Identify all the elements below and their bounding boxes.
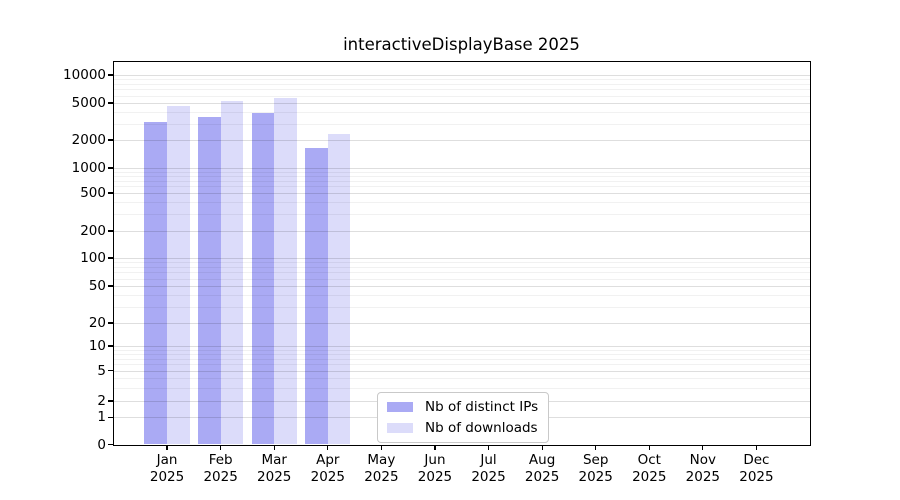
y-tick-label: 500 — [80, 185, 106, 201]
y-tick-label: 2 — [97, 393, 106, 409]
y-tick-mark — [107, 322, 113, 324]
y-tick-mark — [107, 230, 113, 232]
x-tick-mark — [434, 445, 436, 450]
y-tick-mark — [107, 369, 113, 372]
x-tick-mark — [273, 445, 275, 450]
x-tick-mark — [595, 445, 597, 450]
y-tick-mark — [107, 192, 113, 194]
bar-ips-apr — [305, 148, 328, 445]
y-tick-mark — [107, 400, 113, 402]
y-tick-label: 1000 — [71, 160, 106, 176]
gridline-minor — [113, 89, 810, 91]
chart-title: interactiveDisplayBase 2025 — [343, 35, 580, 54]
x-tick-label: Nov 2025 — [685, 452, 721, 485]
y-tick-label: 0 — [97, 436, 106, 453]
y-tick-label: 10000 — [63, 67, 106, 83]
gridline-minor — [113, 95, 810, 97]
x-tick-label: May 2025 — [364, 452, 399, 485]
y-tick-label: 5 — [97, 362, 106, 379]
bar-ips-mar — [251, 113, 275, 445]
gridline-major — [113, 103, 810, 104]
bar-downloads-jan — [167, 105, 190, 445]
y-tick-mark — [107, 285, 113, 287]
y-tick-mark — [107, 416, 113, 418]
x-tick-mark — [702, 445, 704, 450]
x-tick-label: Feb 2025 — [203, 452, 238, 485]
gridline-minor — [113, 84, 810, 85]
x-tick-mark — [220, 445, 222, 450]
x-tick-label: Jan 2025 — [149, 452, 185, 485]
x-tick-label: Aug 2025 — [524, 452, 560, 485]
gridline-major — [113, 75, 810, 76]
bar-downloads-apr — [327, 134, 351, 445]
bar-downloads-mar — [274, 97, 297, 445]
y-tick-label: 10 — [88, 338, 106, 354]
gridline-minor — [113, 112, 810, 113]
y-tick-mark — [107, 139, 113, 141]
y-tick-label: 50 — [88, 278, 106, 294]
bar-ips-jan — [144, 121, 168, 445]
y-tick-mark — [107, 74, 113, 76]
y-tick-label: 2000 — [71, 132, 106, 148]
y-tick-mark — [107, 102, 113, 104]
legend-label-distinct-ips: Nb of distinct IPs — [425, 399, 539, 415]
y-tick-mark — [107, 167, 113, 169]
x-tick-label: Jul 2025 — [471, 452, 506, 485]
plot-area — [112, 61, 811, 446]
bar-ips-feb — [198, 117, 221, 445]
legend-item-downloads: Nb of downloads — [387, 420, 538, 436]
legend-swatch-downloads — [387, 422, 413, 434]
legend: Nb of distinct IPs Nb of downloads — [377, 392, 550, 443]
y-tick-label: 1 — [97, 409, 106, 426]
x-tick-label: Mar 2025 — [257, 452, 292, 485]
x-tick-mark — [380, 445, 382, 450]
x-tick-label: Apr 2025 — [310, 452, 345, 485]
y-tick-label: 20 — [88, 315, 106, 331]
gridline-minor — [113, 79, 810, 81]
bar-downloads-feb — [220, 101, 244, 445]
x-tick-label: Dec 2025 — [739, 452, 774, 485]
y-tick-label: 100 — [80, 250, 106, 266]
legend-swatch-distinct-ips — [387, 401, 413, 413]
y-tick-mark — [107, 345, 113, 347]
x-tick-label: Sep 2025 — [578, 452, 613, 485]
x-tick-mark — [166, 445, 168, 450]
y-tick-mark — [107, 443, 113, 446]
y-tick-mark — [107, 257, 113, 259]
x-tick-mark — [541, 445, 543, 450]
y-tick-label: 200 — [80, 223, 106, 239]
legend-item-distinct-ips: Nb of distinct IPs — [387, 399, 538, 415]
x-tick-label: Oct 2025 — [632, 452, 667, 485]
x-tick-mark — [755, 445, 757, 450]
x-tick-mark — [327, 445, 329, 450]
x-tick-mark — [648, 445, 650, 450]
y-tick-label: 5000 — [71, 95, 106, 111]
legend-label-downloads: Nb of downloads — [425, 420, 538, 436]
x-tick-label: Jun 2025 — [417, 452, 453, 485]
x-tick-mark — [487, 445, 490, 450]
